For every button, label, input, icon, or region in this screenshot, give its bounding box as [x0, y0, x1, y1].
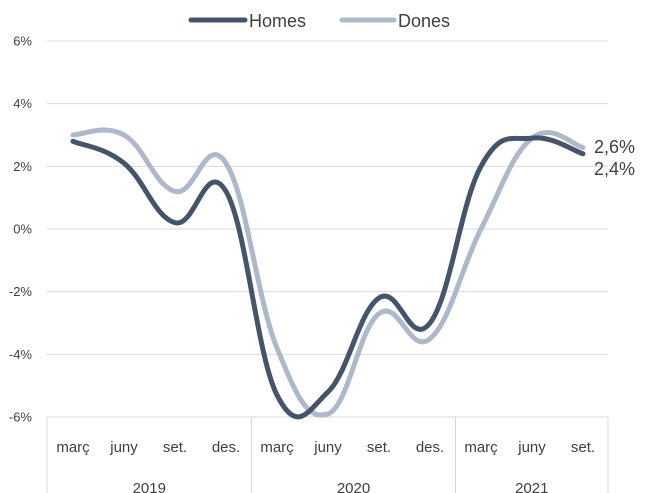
legend: Homes Dones — [188, 11, 450, 31]
x-tick-label: set. — [571, 439, 595, 456]
y-tick-label: 6% — [13, 34, 32, 49]
x-axis: 2019 2020 2021 març juny set. des. març juny set.… — [46, 417, 609, 493]
end-labels: 2,6%2,4% — [594, 137, 635, 179]
x-tick-label: des. — [212, 439, 240, 456]
series-line-homes — [70, 135, 586, 420]
y-axis-tick-labels: 6% 4% 2% 0% -2% -4% -6% — [9, 34, 33, 425]
series-lines — [70, 127, 586, 420]
y-tick-label: 4% — [13, 96, 32, 111]
x-tick-label: març — [260, 439, 294, 456]
y-tick-label: 2% — [13, 159, 32, 174]
series-line-dones — [70, 127, 586, 418]
y-tick-label: -4% — [9, 347, 33, 362]
gridlines — [47, 40, 608, 418]
year-label: 2019 — [133, 480, 166, 493]
end-label-dones: 2,6% — [594, 137, 635, 157]
y-tick-label: 0% — [13, 222, 32, 237]
legend-label-homes: Homes — [249, 11, 306, 31]
x-tick-label: març — [464, 439, 498, 456]
x-tick-label: des. — [416, 439, 444, 456]
x-tick-label: març — [56, 439, 90, 456]
end-label-homes: 2,4% — [594, 159, 635, 179]
x-tick-label: juny — [109, 439, 138, 456]
y-tick-label: -2% — [9, 284, 33, 299]
x-tick-label: juny — [517, 439, 546, 456]
x-tick-label: juny — [313, 439, 342, 456]
x-tick-label: set. — [163, 439, 187, 456]
legend-label-dones: Dones — [398, 11, 450, 31]
x-tick-label: set. — [367, 439, 391, 456]
year-label: 2020 — [337, 480, 370, 493]
year-label: 2021 — [515, 480, 548, 493]
y-tick-label: -6% — [9, 410, 33, 425]
